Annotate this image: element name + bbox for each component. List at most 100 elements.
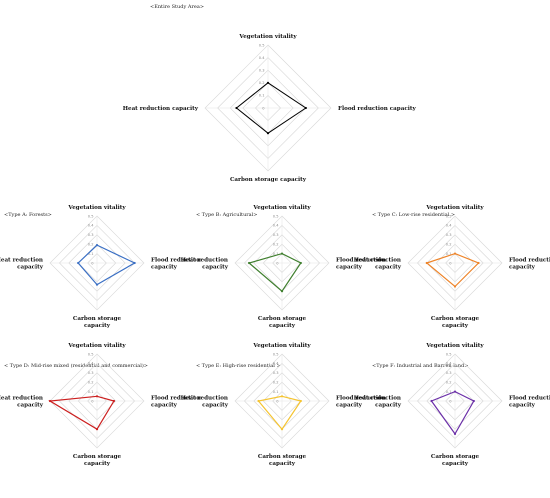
- axis-label-line: Vegetation vitality: [425, 205, 484, 211]
- axis-label-line: Heat reduction: [354, 258, 401, 264]
- tick-label: 0.2: [273, 381, 279, 385]
- tick-label: 0.3: [446, 371, 452, 375]
- axis-label-line: capacity: [442, 461, 469, 467]
- chart-title: <Type A: Forests>: [4, 212, 52, 218]
- axis-label-line: capacity: [17, 403, 44, 409]
- axis-label-line: Carbon storage: [258, 454, 307, 460]
- axis-label-line: capacity: [17, 265, 44, 271]
- tick-label: 0.3: [88, 371, 94, 375]
- tick-label: 0.3: [446, 233, 452, 237]
- data-series-outline: [430, 390, 475, 436]
- radar-chart-0: <Entire Study Area> 0 0.1 0.2 0.3 0.4 0.5 Veget…: [123, 4, 417, 183]
- tick-label: 0.2: [273, 243, 279, 247]
- axis-label: Carbon storage capacity: [258, 316, 307, 329]
- axis-label-line: Flood reduction: [336, 258, 386, 264]
- axis-label: Heat reduction capacity: [354, 396, 402, 409]
- data-point: [95, 283, 99, 286]
- tick-label: 0.4: [88, 224, 94, 228]
- data-point: [299, 399, 302, 403]
- axis-label-line: Flood reduction: [151, 396, 201, 402]
- radar-chart-6: <Type F: Industrial and Barren land> 0 0.1…: [354, 343, 550, 467]
- tick-label: 0.5: [259, 43, 265, 47]
- axis-label-line: capacity: [375, 265, 402, 271]
- chart-title: < Type D: Mid-rise mixed (residential an…: [4, 362, 148, 369]
- tick-label: 0: [262, 106, 265, 110]
- axis-label-line: Vegetation vitality: [67, 205, 126, 211]
- axis-label: Carbon storage capacity: [431, 316, 480, 329]
- axis-label-line: Carbon storage: [73, 454, 122, 460]
- tick-label: 0.5: [446, 352, 452, 356]
- tick-label: 0: [276, 261, 279, 265]
- axis-label-line: capacity: [202, 403, 229, 409]
- axis-label: Vegetation vitality: [425, 343, 484, 349]
- tick-label: 0.1: [446, 390, 452, 394]
- tick-label: 0.5: [446, 214, 452, 218]
- data-point: [248, 261, 251, 265]
- axis-label: Carbon storage capacity: [431, 454, 480, 467]
- data-point: [299, 261, 302, 265]
- axis-label-line: Carbon storage: [431, 454, 480, 460]
- data-point: [77, 261, 80, 265]
- data-point: [48, 399, 52, 403]
- axis-label: Heat reduction capacity: [354, 258, 402, 271]
- tick-label: 0.3: [273, 371, 279, 375]
- radar-chart-1: <Type A: Forests> 0 0.1 0.2 0.3 0.4 0.5 Vegetat…: [0, 205, 201, 329]
- data-point: [453, 285, 457, 288]
- axis-label-line: capacity: [269, 461, 296, 467]
- tick-label: 0.5: [273, 214, 279, 218]
- tick-label: 0.2: [88, 381, 94, 385]
- chart-title: < Type E: High-rise residential >: [196, 363, 281, 369]
- tick-label: 0.2: [88, 243, 94, 247]
- tick-label: 0: [91, 399, 94, 403]
- axis-label: Carbon storage capacity: [258, 454, 307, 467]
- axis-label-line: Vegetation vitality: [252, 205, 311, 211]
- tick-label: 0: [276, 399, 279, 403]
- axis-label-line: Flood reduction: [509, 396, 550, 402]
- data-point: [280, 290, 284, 293]
- data-point: [472, 399, 475, 403]
- data-point: [266, 132, 270, 135]
- axis-label-line: capacity: [375, 403, 402, 409]
- data-point: [266, 81, 270, 84]
- axis-label-line: capacity: [151, 265, 178, 271]
- data-point: [95, 428, 99, 431]
- data-point: [453, 390, 457, 393]
- axis-label: Vegetation vitality: [67, 343, 126, 349]
- axis-label-line: capacity: [509, 403, 536, 409]
- data-point: [430, 399, 433, 403]
- data-point: [477, 261, 480, 265]
- data-series-outline: [247, 252, 302, 293]
- data-point: [95, 395, 99, 398]
- axis-label: Heat reduction capacity: [181, 258, 229, 271]
- axis-label-line: Heat reduction capacity: [123, 106, 199, 112]
- tick-label: 0: [449, 399, 452, 403]
- tick-label: 0.4: [446, 224, 452, 228]
- data-point: [453, 252, 457, 255]
- tick-label: 0.1: [259, 94, 265, 98]
- axis-label: Heat reduction capacity: [123, 106, 199, 112]
- axis-label-line: Flood reduction: [509, 258, 550, 264]
- data-point: [304, 106, 307, 110]
- axis-label-line: Carbon storage: [73, 316, 122, 322]
- tick-label: 0.1: [88, 390, 94, 394]
- data-point: [235, 106, 238, 110]
- axis-label: Vegetation vitality: [238, 34, 297, 40]
- axis-label-line: Flood reduction: [151, 258, 201, 264]
- axis-label-line: Flood reduction: [336, 396, 386, 402]
- axis-label-line: Heat reduction: [181, 258, 228, 264]
- axis-label-line: Carbon storage: [431, 316, 480, 322]
- tick-label: 0.2: [446, 381, 452, 385]
- axis-label-line: capacity: [336, 265, 363, 271]
- axis-label-line: capacity: [509, 265, 536, 271]
- tick-label: 0.5: [88, 352, 94, 356]
- axis-label-line: capacity: [84, 461, 111, 467]
- axis-label: Carbon storage capacity: [73, 454, 122, 467]
- tick-label: 0: [449, 261, 452, 265]
- tick-label: 0.4: [259, 56, 265, 60]
